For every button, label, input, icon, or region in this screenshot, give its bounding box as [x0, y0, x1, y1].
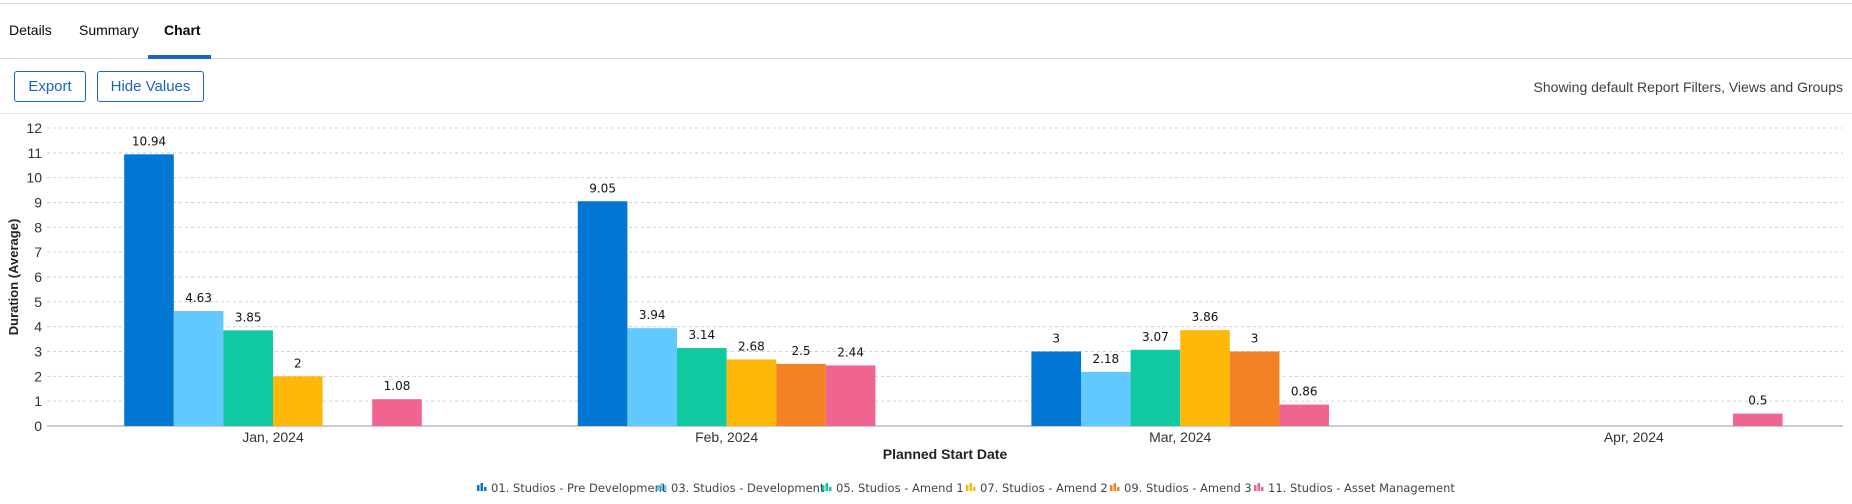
x-axis-title: Planned Start Date — [883, 446, 1008, 462]
bar — [372, 399, 422, 426]
bar — [1229, 351, 1280, 426]
data-label: 2.68 — [738, 339, 765, 353]
legend-item: 11. Studios - Asset Management — [1254, 481, 1455, 495]
y-tick-label: 11 — [27, 145, 42, 161]
data-label: 3.85 — [235, 310, 262, 324]
legend-item: 01. Studios - Pre Development — [477, 481, 667, 495]
y-tick-label: 5 — [34, 294, 42, 310]
bar — [1031, 351, 1081, 426]
legend-bar-icon — [825, 483, 828, 491]
data-label: 9.05 — [589, 181, 616, 195]
tab-details[interactable]: Details — [9, 22, 52, 38]
legend-label: 03. Studios - Development — [671, 481, 825, 495]
filters-status-text: Showing default Report Filters, Views an… — [1533, 79, 1843, 95]
x-tick-label: Apr, 2024 — [1604, 429, 1664, 445]
top-border — [0, 3, 1852, 4]
legend-bar-icon — [1117, 487, 1120, 491]
tab-bar: Details Summary Chart — [0, 4, 1852, 59]
bar — [223, 330, 273, 426]
legend-bar-icon — [664, 487, 667, 491]
data-label: 10.94 — [132, 134, 166, 148]
y-tick-label: 3 — [34, 344, 42, 360]
bar — [173, 311, 224, 426]
data-label: 2.18 — [1092, 352, 1119, 366]
bar — [1130, 349, 1181, 426]
data-label: 3.14 — [688, 328, 715, 342]
bar — [1180, 330, 1230, 426]
bar — [776, 363, 826, 426]
bar — [577, 201, 628, 426]
legend-bar-icon — [480, 483, 483, 491]
x-tick-label: Mar, 2024 — [1149, 429, 1211, 445]
bar — [273, 376, 323, 426]
legend-item: 09. Studios - Amend 3 — [1110, 481, 1252, 495]
legend-label: 11. Studios - Asset Management — [1268, 481, 1455, 495]
data-label: 0.5 — [1748, 394, 1767, 408]
export-button[interactable]: Export — [14, 71, 86, 102]
y-axis-title: Duration (Average) — [6, 219, 21, 336]
y-tick-label: 1 — [34, 393, 42, 409]
bar — [726, 359, 777, 426]
legend-label: 05. Studios - Amend 1 — [836, 481, 964, 495]
legend-bar-icon — [1257, 483, 1260, 491]
legend-bar-icon — [1261, 487, 1264, 491]
legend-item: 05. Studios - Amend 1 — [822, 481, 964, 495]
legend-bar-icon — [973, 487, 976, 491]
data-label: 3.94 — [639, 308, 666, 322]
data-label: 3 — [1052, 332, 1060, 346]
y-tick-label: 4 — [34, 319, 42, 335]
legend-bar-icon — [657, 485, 660, 491]
legend-bar-icon — [1113, 483, 1116, 491]
active-tab-indicator — [148, 55, 211, 59]
y-tick-label: 7 — [34, 244, 42, 260]
legend-bar-icon — [1254, 485, 1257, 491]
hide-values-button[interactable]: Hide Values — [97, 71, 204, 102]
y-tick-label: 12 — [26, 120, 42, 136]
legend-label: 07. Studios - Amend 2 — [980, 481, 1108, 495]
legend-bar-icon — [969, 483, 972, 491]
data-label: 3.07 — [1142, 330, 1169, 344]
bar — [1081, 371, 1131, 426]
data-label: 2 — [294, 356, 302, 370]
data-label: 1.08 — [384, 379, 411, 393]
bar — [677, 348, 727, 426]
data-label: 0.86 — [1291, 385, 1318, 399]
tab-summary[interactable]: Summary — [79, 22, 139, 38]
y-tick-label: 0 — [34, 418, 42, 434]
legend-bar-icon — [477, 485, 480, 491]
bar — [124, 154, 174, 426]
y-tick-label: 6 — [34, 269, 42, 285]
x-tick-label: Jan, 2024 — [242, 429, 304, 445]
legend-bar-icon — [822, 485, 825, 491]
data-label: 4.63 — [185, 291, 212, 305]
y-tick-label: 9 — [34, 195, 42, 211]
bar — [627, 328, 677, 426]
legend-label: 09. Studios - Amend 3 — [1124, 481, 1252, 495]
data-label: 3 — [1251, 332, 1259, 346]
y-tick-label: 2 — [34, 368, 42, 384]
y-tick-label: 8 — [34, 219, 42, 235]
legend-label: 01. Studios - Pre Development — [491, 481, 667, 495]
legend-bar-icon — [484, 487, 487, 491]
bar — [1279, 404, 1329, 426]
legend-item: 03. Studios - Development — [657, 481, 825, 495]
x-tick-label: Feb, 2024 — [695, 429, 758, 445]
legend-item: 07. Studios - Amend 2 — [966, 481, 1108, 495]
data-label: 2.5 — [791, 344, 810, 358]
toolbar-divider — [0, 113, 1852, 114]
tab-chart[interactable]: Chart — [164, 22, 201, 38]
data-label: 2.44 — [837, 345, 864, 359]
legend-bar-icon — [966, 485, 969, 491]
data-label: 3.86 — [1192, 310, 1219, 324]
legend-bar-icon — [1110, 485, 1113, 491]
bar — [1733, 413, 1783, 426]
legend-bar-icon — [829, 487, 832, 491]
legend-bar-icon — [660, 483, 663, 491]
bar — [825, 365, 876, 426]
y-tick-label: 10 — [26, 170, 42, 186]
